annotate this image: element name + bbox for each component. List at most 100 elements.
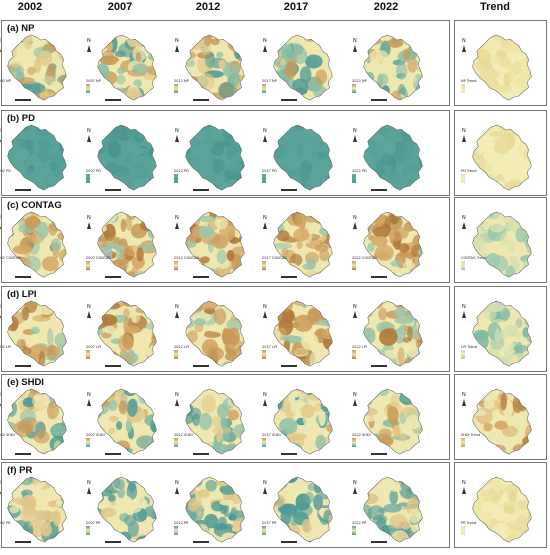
map-lpi-2002 [7, 300, 67, 367]
north-label: N [353, 128, 357, 134]
legend-color-ramp [262, 350, 266, 359]
map-lpi-2017 [273, 300, 333, 367]
map-shdi-2017 [273, 388, 333, 455]
legend-pd-2002: 2002 PD [0, 169, 11, 183]
legend-color-ramp [86, 174, 90, 183]
legend-color-ramp [86, 526, 90, 535]
legend-color-ramp [461, 350, 465, 359]
legend-np-2002: 2002 NP [0, 79, 11, 93]
legend-np-2022: 2022 NP [352, 79, 367, 93]
panel-np: (a) NP N 2002 NP N 2007 NP N 2012 NP N 2017 NP N 2… [0, 20, 450, 106]
legend-color-ramp [262, 174, 266, 183]
north-arrow-icon: N [87, 129, 91, 142]
north-label: N [462, 38, 466, 44]
scale-bar [193, 189, 209, 191]
column-header-2017: 2017 [283, 1, 309, 13]
region-outline [273, 388, 333, 455]
region-outline [363, 211, 423, 278]
north-arrow-icon: N [462, 393, 466, 406]
map-shdi-trend [472, 388, 532, 455]
legend-shdi-2007: 2007 SHDI [86, 433, 105, 447]
north-label: N [175, 215, 179, 221]
north-label: N [0, 128, 1, 134]
north-label: N [353, 215, 357, 221]
scale-bar [105, 365, 121, 367]
scale-bar [105, 189, 121, 191]
scale-bar [371, 365, 387, 367]
north-arrow-icon: N [263, 481, 267, 494]
map-shdi-2002 [7, 388, 67, 455]
north-label: N [0, 38, 1, 44]
north-arrow-icon: N [462, 216, 466, 229]
column-header-2002: 2002 [17, 1, 43, 13]
legend-title: 2017 CONTAG [262, 256, 287, 260]
north-label: N [175, 304, 179, 310]
north-arrow-icon: N [462, 39, 466, 52]
map-np-2022 [363, 34, 423, 101]
north-arrow-icon: N [353, 305, 357, 318]
legend-color-ramp [262, 261, 266, 270]
north-arrow-icon: N [353, 393, 357, 406]
legend-color-ramp [86, 438, 90, 447]
legend-shdi-2012: 2012 SHDI [174, 433, 193, 447]
row-label-np: (a) NP [7, 23, 35, 34]
scale-bar [371, 453, 387, 455]
scale-bar [105, 453, 121, 455]
scale-bar [281, 541, 297, 543]
north-label: N [0, 480, 1, 486]
map-contag-2012 [185, 211, 245, 278]
legend-shdi-2022: 2022 SHDI [352, 433, 371, 447]
north-label: N [87, 392, 91, 398]
north-arrow-icon: N [263, 393, 267, 406]
legend-title: 2007 LPI [86, 345, 102, 349]
scale-bar [371, 541, 387, 543]
legend-color-ramp [461, 261, 465, 270]
column-header-2022: 2022 [373, 1, 399, 13]
legend-color-ramp [86, 84, 90, 93]
legend-color-ramp [352, 526, 356, 535]
region-outline [273, 34, 333, 101]
map-pr-2012 [185, 476, 245, 543]
scale-bar [15, 276, 31, 278]
legend-title: PD Trend [461, 169, 477, 173]
legend-title: LPI Trend [461, 345, 477, 349]
legend-title: CONTAG Trend [461, 256, 487, 260]
panel-lpi: (d) LPI N 2002 LPI N 2007 LPI N 2012 LPI N 2017 … [0, 286, 450, 372]
north-arrow-icon: N [263, 39, 267, 52]
trend-panel-lpi: N LPI Trend [454, 286, 547, 372]
legend-contag-trend: CONTAG Trend [461, 256, 486, 270]
legend-np-2012: 2012 NP [174, 79, 189, 93]
region-outline [273, 124, 333, 191]
legend-title: 2022 SHDI [352, 433, 371, 437]
legend-color-ramp [174, 174, 178, 183]
north-arrow-icon: N [87, 305, 91, 318]
map-pr-2007 [97, 476, 157, 543]
legend-color-ramp [174, 261, 178, 270]
map-pr-2022 [363, 476, 423, 543]
north-label: N [462, 215, 466, 221]
north-arrow-icon: N [175, 129, 179, 142]
north-label: N [353, 480, 357, 486]
north-arrow-icon: N [175, 39, 179, 52]
region-outline [273, 211, 333, 278]
panel-contag: (c) CONTAG N 2002 CONTAG N 2007 CONTAG N 2012 … [0, 197, 450, 283]
north-arrow-icon: N [87, 39, 91, 52]
legend-lpi-2022: 2022 LPI [352, 345, 367, 359]
north-arrow-icon: N [87, 216, 91, 229]
legend-pr-2002: 2002 PR [0, 521, 11, 535]
legend-color-ramp [461, 84, 465, 93]
legend-contag-2017: 2017 CONTAG [262, 256, 287, 270]
legend-title: 2012 SHDI [174, 433, 193, 437]
region-outline [273, 300, 333, 367]
map-pd-2007 [97, 124, 157, 191]
region-outline [472, 34, 532, 101]
legend-title: PR Trend [461, 521, 477, 525]
region-outline [472, 211, 532, 278]
legend-title: 2017 LPI [262, 345, 278, 349]
scale-bar [15, 99, 31, 101]
region-outline [7, 34, 67, 101]
legend-color-ramp [174, 350, 178, 359]
region-outline [7, 211, 67, 278]
legend-title: SHDI Trend [461, 433, 481, 437]
region-outline [472, 124, 532, 191]
